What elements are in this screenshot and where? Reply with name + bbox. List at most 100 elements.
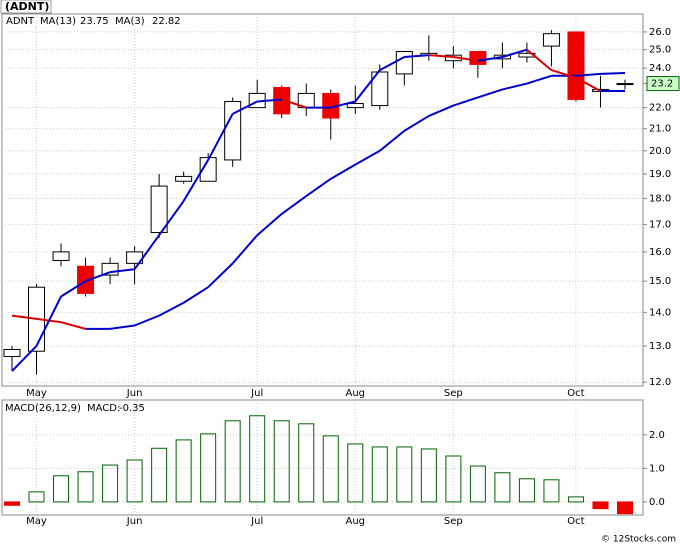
ma-segment <box>575 72 601 77</box>
ma-segment <box>403 115 430 132</box>
ma-segment <box>60 321 86 330</box>
x-tick-label: Aug <box>346 388 366 399</box>
x-tick-label: Sep <box>444 388 463 399</box>
macd-bar <box>420 448 437 503</box>
macd-bar <box>445 455 462 503</box>
ma-segment <box>453 56 479 62</box>
legend-symbol: ADNT <box>6 16 35 27</box>
macd-bar <box>396 446 413 503</box>
candle-body <box>77 265 95 294</box>
macd-bar <box>249 415 266 503</box>
ma-segment <box>502 48 528 58</box>
candle-body <box>3 348 21 358</box>
candle-body <box>175 175 193 182</box>
price-panel-frame <box>1 13 644 387</box>
macd-bar <box>151 447 168 503</box>
ma-segment <box>379 56 405 71</box>
macd-bar <box>273 420 290 503</box>
legend-name: MA(3) <box>115 16 145 27</box>
ma-segment <box>207 113 234 161</box>
y-tick-label: 19.0 <box>649 169 671 180</box>
macd-title: MACD(26,12,9) <box>5 403 81 414</box>
ma-segment <box>428 54 454 59</box>
ma-segment <box>109 268 135 274</box>
ma-segment <box>60 280 87 298</box>
macd-bar <box>567 496 584 503</box>
ma-segment <box>182 159 210 202</box>
legend-value: 22.82 <box>152 16 181 27</box>
ma-segment <box>502 82 528 91</box>
ma-segment <box>477 88 503 99</box>
legend-value: 23.75 <box>80 16 109 27</box>
candle-body <box>542 33 560 47</box>
legend-name: MA(13) <box>40 16 76 27</box>
candle-body <box>52 251 70 261</box>
title-box <box>0 0 52 14</box>
macd-bar <box>298 423 315 503</box>
macd-bar <box>347 443 364 503</box>
y-tick-label: 15.0 <box>649 276 671 287</box>
ma-segment <box>453 96 479 107</box>
ma-segment <box>134 314 160 327</box>
y-tick-label: 24.0 <box>649 63 671 74</box>
candle-body <box>395 51 413 75</box>
ma-segment <box>526 48 553 71</box>
y-tick-label: 13.0 <box>649 341 671 352</box>
macd-bar <box>224 420 241 503</box>
x-tick-label: Oct <box>567 388 584 399</box>
x-tick-label: Jun <box>126 516 143 527</box>
ma-segment <box>183 286 209 304</box>
y-tick-label: 0.0 <box>649 497 665 508</box>
macd-bar <box>175 439 192 503</box>
ma-segment <box>11 345 38 372</box>
y-tick-label: 14.0 <box>649 307 671 318</box>
macd-bar <box>28 491 45 503</box>
ma-segment <box>256 213 283 236</box>
ma-segment <box>158 200 185 236</box>
macd-value: -0.35 <box>119 403 145 414</box>
y-tick-label: 2.0 <box>649 430 665 441</box>
macd-bar <box>53 475 70 503</box>
macd-bar <box>4 501 20 506</box>
ma-segment <box>35 296 62 347</box>
ma-segment <box>281 98 307 109</box>
ma-segment <box>11 314 37 320</box>
x-tick-label: Oct <box>567 516 584 527</box>
ma-segment <box>428 104 454 117</box>
y-tick-label: 1.0 <box>649 463 665 474</box>
macd-bar <box>200 433 217 503</box>
macd-value-name: MACD: <box>87 403 120 414</box>
last-price-box <box>646 76 680 92</box>
candle-body <box>199 157 217 182</box>
ma-segment <box>109 324 135 330</box>
ma-segment <box>207 262 234 288</box>
y-tick-label: 17.0 <box>649 219 671 230</box>
y-tick-label: 26.0 <box>649 27 671 38</box>
ma-segment <box>257 98 282 103</box>
ma-segment <box>354 149 381 166</box>
candle-body <box>616 83 634 86</box>
x-tick-label: Jun <box>126 388 143 399</box>
y-tick-label: 18.0 <box>649 194 671 205</box>
chart-title: (ADNT) <box>5 0 49 13</box>
x-tick-label: May <box>26 388 47 399</box>
ma-segment <box>551 69 577 79</box>
last-price-label: 23.2 <box>651 79 673 90</box>
macd-bar <box>469 465 486 503</box>
x-tick-label: May <box>26 516 47 527</box>
y-tick-label: 20.0 <box>649 146 671 157</box>
candle-body <box>101 262 119 276</box>
ma-segment <box>231 234 258 265</box>
x-tick-label: Aug <box>346 516 366 527</box>
y-tick-label: 25.0 <box>649 45 671 56</box>
ma-segment <box>330 100 356 109</box>
ma-segment <box>305 178 332 197</box>
macd-bar <box>77 471 94 503</box>
ma-segment <box>133 234 160 270</box>
macd-panel-frame <box>1 399 644 516</box>
candle-body <box>346 103 364 109</box>
y-tick-label: 21.0 <box>649 124 671 135</box>
macd-bar <box>592 501 609 510</box>
y-tick-label: 16.0 <box>649 247 671 258</box>
